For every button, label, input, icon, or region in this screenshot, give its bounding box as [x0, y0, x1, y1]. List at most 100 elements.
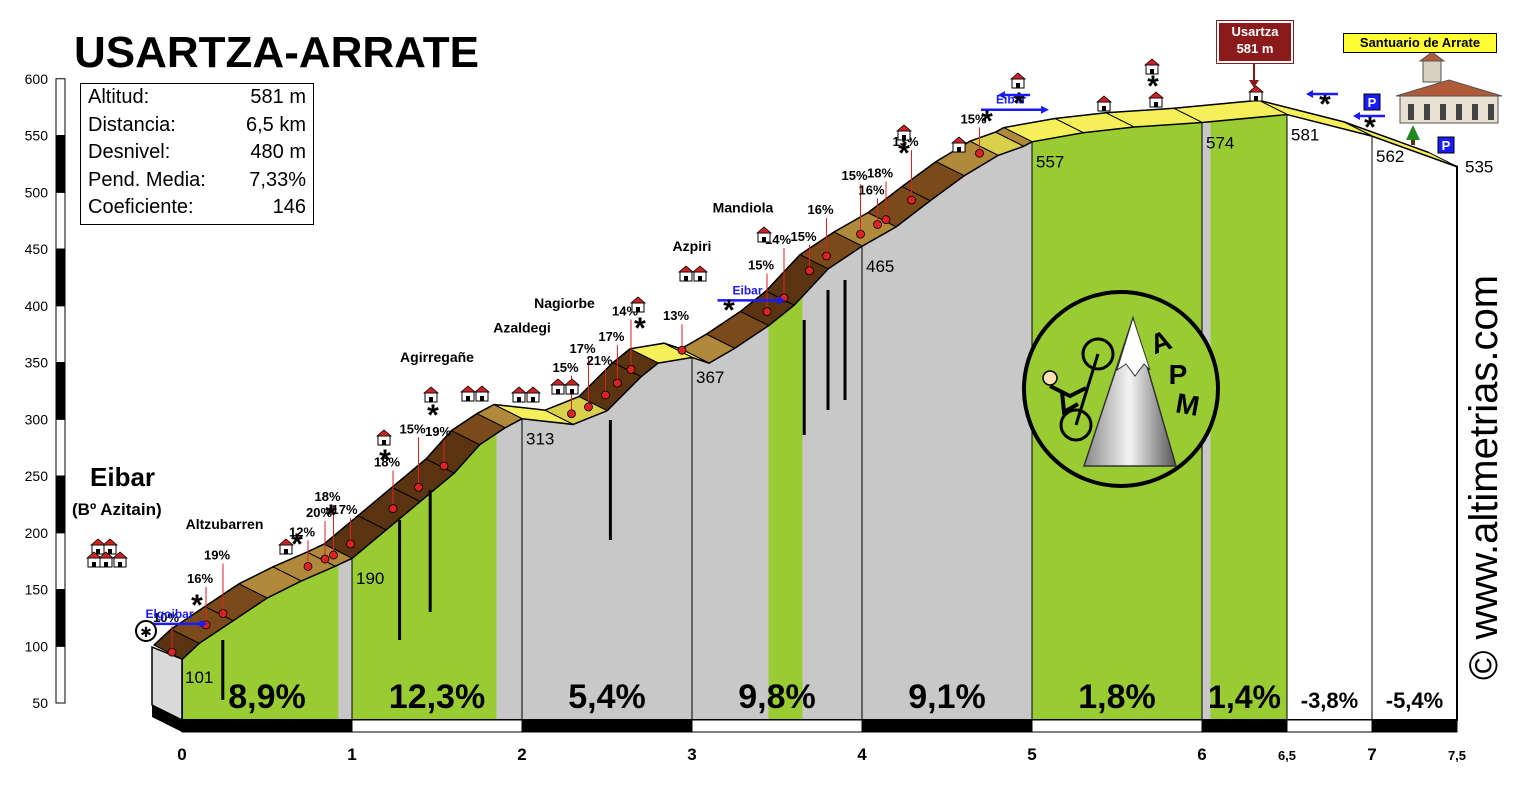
house-icon: [895, 124, 913, 141]
direction-arrow-head: [1306, 90, 1313, 98]
house-door: [108, 549, 112, 554]
house-roof: [1247, 85, 1265, 93]
asterisk-icon: *: [981, 105, 993, 138]
house-icon: [89, 538, 107, 555]
stat-value: 146: [272, 196, 306, 218]
segment-fill: [862, 114, 1032, 720]
segment-gradient-label: -5,4%: [1386, 688, 1443, 713]
house-icon: [101, 538, 119, 555]
house-roof: [510, 386, 528, 394]
house-roof: [111, 551, 129, 559]
stat-value: 6,5 km: [245, 113, 306, 136]
asterisk-icon: *: [723, 294, 735, 327]
grade-marker-label: 17%: [598, 329, 624, 344]
asterisk-icon: *: [634, 312, 646, 345]
building-arch: [1440, 104, 1446, 120]
grade-marker-label: 15%: [399, 421, 425, 436]
house-door: [762, 237, 766, 242]
house-roof: [755, 226, 773, 234]
house-icon: [422, 386, 440, 403]
grade-marker-dot: [567, 409, 576, 419]
grade-marker-dot: [677, 345, 687, 355]
stat-value: 581 m: [250, 86, 306, 108]
direction-arrow-head: [998, 91, 1005, 99]
grade-marker-label: 18%: [374, 455, 400, 470]
house-icon: [549, 378, 567, 395]
elevation-label: 581: [1291, 125, 1319, 144]
asterisk-icon: *: [1319, 88, 1331, 121]
summit-pointer-head: [1249, 80, 1259, 88]
y-tick-label: 350: [25, 355, 49, 371]
grade-marker-label: 20%: [306, 505, 332, 520]
direction-arrow-head: [777, 296, 786, 305]
place-label: Azpiri: [673, 238, 712, 254]
grade-marker-label: 15%: [960, 111, 986, 126]
house-roof: [629, 296, 647, 304]
x-axis-bar-block: [351, 719, 523, 733]
asterisk-icon: *: [325, 499, 337, 532]
stat-row: Pend. Media: 7,33%: [81, 167, 313, 195]
x-axis-bar-side: [152, 705, 182, 732]
house-door: [382, 440, 386, 445]
segment-gradient-label: 1,4%: [1208, 679, 1281, 715]
grade-marker-dot: [167, 647, 177, 657]
stat-label: Desnivel:: [88, 141, 171, 163]
asterisk-icon: *: [427, 399, 439, 432]
y-tick-label: 250: [25, 468, 49, 484]
x-axis-bar-block: [1371, 719, 1458, 733]
x-tick-label: 2: [517, 745, 526, 764]
road-edge: [153, 99, 1430, 646]
house-roof: [375, 429, 393, 437]
y-tick-label: 500: [25, 184, 49, 200]
sanctuary-building-icon: [1395, 51, 1503, 124]
stats-box: Altitud: 581 m Distancia: 6,5 km Desnivel:…: [80, 83, 314, 225]
direction-arrow-head: [1041, 105, 1049, 114]
house-roof: [422, 386, 440, 394]
house-door: [466, 396, 470, 401]
house-door: [1150, 69, 1154, 74]
grade-marker-dot: [388, 504, 398, 513]
house-roof: [549, 378, 567, 386]
grade-marker-label: 15%: [841, 168, 867, 183]
house-roof: [677, 265, 695, 273]
grade-marker-label: 16%: [858, 183, 884, 198]
house-roof: [277, 538, 295, 546]
place-label: Azaldegi: [493, 320, 551, 336]
house-roof: [85, 551, 103, 559]
grade-marker-label: 13%: [663, 308, 689, 323]
y-tick-label: 300: [25, 411, 49, 427]
grade-marker-label: 19%: [425, 424, 451, 439]
house-icon: [524, 386, 542, 403]
place-label: Agirregañe: [400, 349, 474, 365]
elevation-label: 562: [1376, 147, 1404, 166]
x-tick-label: 0: [177, 745, 186, 764]
y-axis-bar-block: [55, 532, 66, 590]
house-door: [684, 276, 688, 281]
page-title: USARTZA-ARRATE: [74, 28, 479, 77]
house-roof: [459, 385, 477, 393]
y-axis-bar-block: [55, 191, 66, 250]
place-label: Nagiorbe: [534, 295, 595, 311]
grade-marker-label: 10%: [153, 610, 179, 625]
house-roof: [524, 386, 542, 394]
y-axis-bar-block: [55, 418, 66, 477]
x-tick-label: 1: [347, 745, 356, 764]
elevation-label: 574: [1206, 133, 1234, 152]
grade-marker-label: 16%: [807, 202, 833, 217]
asterisk-icon: *: [379, 444, 391, 477]
asterisk-icon: *: [1147, 70, 1159, 103]
segment-gradient-label: 12,3%: [389, 678, 485, 716]
y-tick-label: 200: [25, 525, 49, 541]
building-arch: [1456, 104, 1462, 120]
segment-gradient-label: 5,4%: [568, 678, 646, 716]
x-axis-bar-block: [181, 719, 353, 733]
building-arch: [1424, 104, 1430, 120]
house-door: [698, 276, 702, 281]
y-axis-bar-block: [55, 305, 66, 363]
tree-icon: [1406, 125, 1420, 140]
house-door: [902, 135, 906, 140]
house-icon: [677, 265, 695, 282]
house-door: [570, 389, 574, 394]
